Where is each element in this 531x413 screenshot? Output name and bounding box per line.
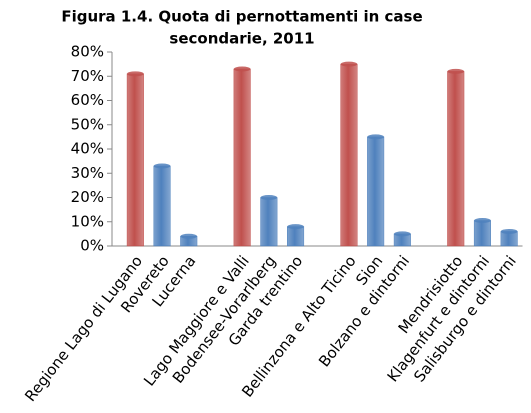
y-tick-label: 80% bbox=[71, 43, 104, 61]
y-tick-label: 60% bbox=[71, 91, 104, 109]
bar-top bbox=[500, 228, 518, 234]
bar bbox=[473, 220, 491, 247]
y-tick-label: 10% bbox=[71, 212, 104, 230]
y-tick-label: 70% bbox=[71, 67, 104, 85]
bar bbox=[153, 165, 171, 247]
y-tick-label: 50% bbox=[71, 115, 104, 133]
bar-top bbox=[180, 233, 198, 239]
bar bbox=[233, 68, 251, 247]
y-tick-label: 30% bbox=[71, 164, 104, 182]
bar-top bbox=[340, 61, 358, 67]
chart-title: Figura 1.4. Quota di pernottamenti in ca… bbox=[61, 8, 422, 26]
bar-top bbox=[474, 218, 491, 224]
bar-top bbox=[153, 163, 171, 169]
bar bbox=[287, 226, 305, 247]
bar-top bbox=[447, 68, 465, 74]
bar bbox=[447, 71, 465, 247]
bar-top bbox=[287, 224, 304, 230]
bar-top bbox=[233, 66, 251, 72]
bar-top bbox=[394, 231, 411, 237]
bar-top bbox=[260, 195, 278, 200]
bar bbox=[260, 197, 278, 247]
bar bbox=[126, 73, 144, 247]
bar bbox=[367, 136, 385, 247]
y-tick-label: 0% bbox=[80, 237, 104, 255]
bar bbox=[340, 63, 358, 247]
y-tick-label: 20% bbox=[71, 188, 104, 206]
bar-top bbox=[127, 71, 144, 77]
chart-title: secondarie, 2011 bbox=[169, 30, 314, 48]
bar-top bbox=[367, 134, 384, 140]
x-tick-label: Regione Lago di Lugano bbox=[21, 252, 146, 405]
y-tick-label: 40% bbox=[71, 140, 104, 158]
